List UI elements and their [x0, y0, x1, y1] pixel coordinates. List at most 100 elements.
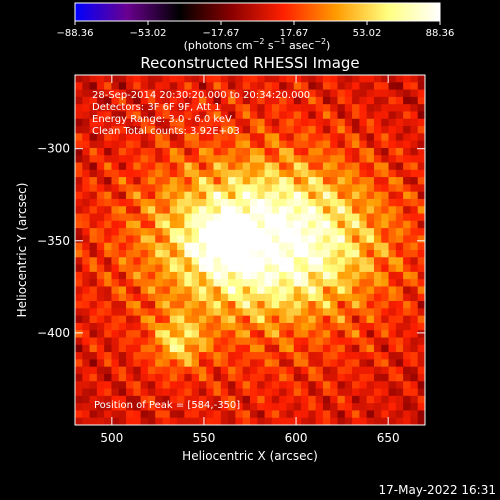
heatmap-cell — [177, 279, 185, 287]
heatmap-cell — [118, 322, 127, 331]
heatmap-cell — [191, 410, 200, 419]
heatmap-cell — [352, 206, 360, 214]
heatmap-cell — [155, 322, 163, 331]
heatmap-cell — [155, 213, 163, 222]
heatmap-cell — [308, 344, 317, 353]
heatmap-cell — [264, 155, 273, 163]
heatmap-cell — [337, 96, 346, 105]
heatmap-cell — [191, 322, 200, 331]
heatmap-cell — [417, 104, 425, 112]
heatmap-cell — [96, 330, 105, 338]
heatmap-cell — [213, 75, 222, 83]
heatmap-cell — [75, 308, 83, 317]
heatmap-cell — [82, 337, 90, 346]
heatmap-cell — [250, 126, 258, 134]
heatmap-cell — [184, 198, 193, 207]
heatmap-cell — [169, 169, 178, 178]
heatmap-cell — [388, 75, 397, 83]
heatmap-cell — [381, 191, 389, 200]
heatmap-cell — [126, 133, 134, 142]
heatmap-cell — [271, 279, 280, 287]
heatmap-cell — [337, 162, 346, 171]
heatmap-cell — [162, 330, 171, 338]
heatmap-cell — [162, 250, 171, 258]
heatmap-cell — [308, 111, 317, 120]
heatmap-cell — [279, 140, 287, 149]
heatmap-cell — [257, 264, 265, 273]
heatmap-cell — [75, 206, 83, 214]
heatmap-cell — [184, 271, 193, 280]
heatmap-cell — [126, 373, 134, 382]
heatmap-cell — [417, 315, 425, 324]
heatmap-cell — [381, 242, 389, 251]
heatmap-cell — [395, 403, 404, 411]
heatmap-cell — [388, 395, 397, 404]
heatmap-cell — [242, 271, 251, 280]
heatmap-cell — [147, 410, 156, 419]
heatmap-cell — [162, 366, 171, 375]
heatmap-cell — [155, 235, 163, 244]
heatmap-cell — [403, 271, 411, 280]
heatmap-cell — [271, 250, 280, 258]
heatmap-cell — [279, 264, 287, 273]
heatmap-cell — [250, 308, 258, 317]
heatmap-cell — [213, 330, 222, 338]
heatmap-cell — [213, 250, 222, 258]
heatmap-cell — [242, 220, 251, 229]
heatmap-cell — [359, 162, 368, 171]
heatmap-cell — [133, 191, 142, 200]
heatmap-cell — [264, 104, 273, 112]
heatmap-cell — [308, 242, 317, 251]
heatmap-cell — [410, 184, 419, 193]
heatmap-cell — [403, 257, 411, 265]
annotation-detectors: Detectors: 3F 6F 9F, Att 1 — [92, 102, 220, 113]
heatmap-cell — [118, 417, 127, 425]
heatmap-cell — [417, 82, 425, 90]
heatmap-cell — [75, 322, 83, 331]
heatmap-cell — [264, 330, 273, 338]
heatmap-cell — [381, 177, 389, 185]
heatmap-cell — [147, 315, 156, 324]
heatmap-cell — [337, 75, 346, 83]
heatmap-cell — [344, 257, 353, 265]
heatmap-cell — [169, 118, 178, 127]
heatmap-cell — [242, 366, 251, 375]
heatmap-cell — [352, 198, 360, 207]
heatmap-cell — [337, 184, 346, 193]
heatmap-cell — [271, 417, 280, 425]
heatmap-cell — [184, 279, 193, 287]
heatmap-cell — [264, 147, 273, 156]
heatmap-cell — [337, 344, 346, 353]
heatmap-cell — [373, 417, 382, 425]
heatmap-cell — [330, 337, 338, 346]
heatmap-cell — [410, 235, 419, 244]
heatmap-cell — [220, 177, 229, 185]
heatmap-cell — [162, 184, 171, 193]
heatmap-cell — [286, 220, 295, 229]
heatmap-cell — [344, 126, 353, 134]
heatmap-cell — [250, 410, 258, 419]
heatmap-cell — [155, 191, 163, 200]
heatmap-cell — [359, 410, 368, 419]
heatmap-cell — [315, 410, 324, 419]
heatmap-cell — [191, 337, 200, 346]
heatmap-cell — [242, 337, 251, 346]
heatmap-cell — [118, 337, 127, 346]
heatmap-cell — [315, 147, 324, 156]
heatmap-cell — [242, 301, 251, 309]
heatmap-cell — [198, 344, 207, 353]
heatmap-cell — [257, 169, 265, 178]
heatmap-cell — [198, 417, 207, 425]
heatmap-cell — [301, 417, 309, 425]
heatmap-cell — [118, 111, 127, 120]
heatmap-cell — [177, 366, 185, 375]
heatmap-cell — [89, 242, 98, 251]
heatmap-cell — [366, 96, 375, 105]
heatmap-cell — [257, 301, 265, 309]
heatmap-cell — [279, 228, 287, 236]
heatmap-cell — [104, 242, 112, 251]
heatmap-cell — [337, 198, 346, 207]
heatmap-cell — [301, 242, 309, 251]
heatmap-cell — [286, 301, 295, 309]
heatmap-cell — [220, 388, 229, 397]
